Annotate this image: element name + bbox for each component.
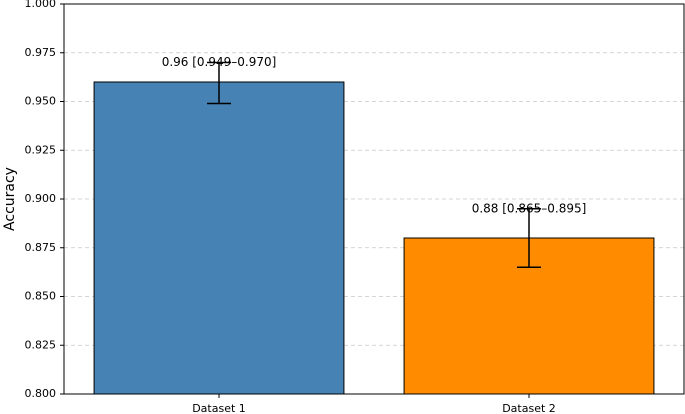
x-tick-label: Dataset 1 bbox=[192, 402, 246, 414]
x-tick-label: Dataset 2 bbox=[502, 402, 556, 414]
y-tick-label: 0.975 bbox=[25, 46, 57, 59]
bar bbox=[93, 81, 345, 395]
y-tick-label: 0.875 bbox=[25, 241, 57, 254]
y-tick-label: 0.850 bbox=[25, 290, 57, 303]
y-tick-label: 0.950 bbox=[25, 95, 57, 108]
plot-frame bbox=[63, 3, 685, 395]
y-axis-label: Accuracy bbox=[2, 167, 18, 231]
y-tick-label: 0.800 bbox=[25, 387, 57, 400]
error-bar bbox=[207, 61, 231, 105]
y-tick-label: 0.825 bbox=[25, 338, 57, 351]
error-bar bbox=[517, 208, 541, 268]
value-label: 0.96 [0.949–0.970] bbox=[162, 55, 277, 69]
y-tick-label: 0.900 bbox=[25, 192, 57, 205]
y-tick-label: 1.000 bbox=[25, 0, 57, 10]
y-tick-label: 0.925 bbox=[25, 143, 57, 156]
value-label: 0.88 [0.865–0.895] bbox=[472, 201, 587, 215]
